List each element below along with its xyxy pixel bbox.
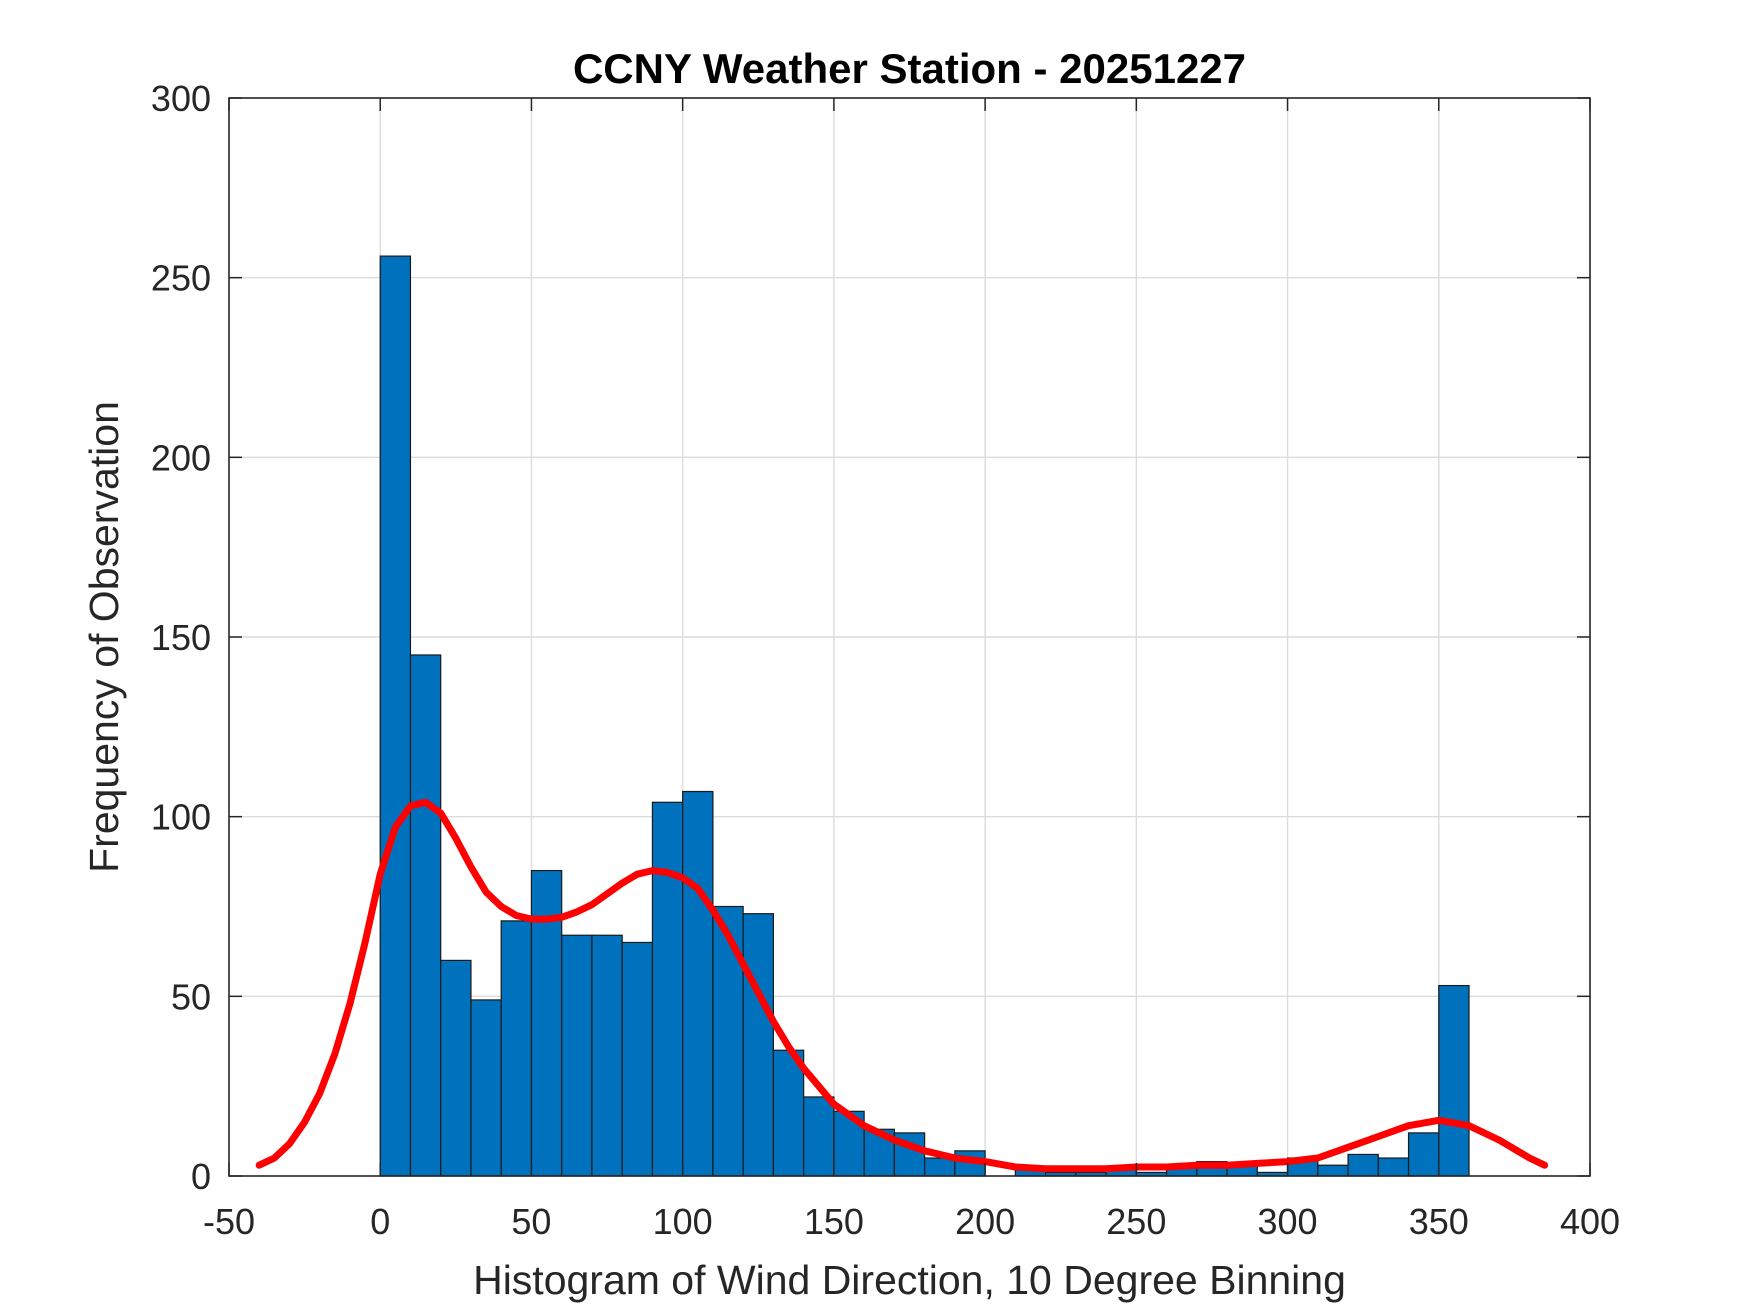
histogram-bar	[440, 959, 472, 1177]
x-tick-label: 400	[1560, 1201, 1620, 1242]
histogram-bar	[651, 801, 684, 1177]
histogram-bar	[1377, 1157, 1410, 1177]
density-curve-layer	[255, 798, 1549, 1173]
x-tick-label: 50	[511, 1201, 551, 1242]
histogram-bar	[924, 1157, 956, 1177]
histogram-bar	[409, 654, 442, 1177]
density-curve-line	[255, 798, 1549, 1173]
y-tick-label: 200	[151, 437, 211, 478]
histogram-bar	[1438, 984, 1470, 1177]
chart-title: CCNY Weather Station - 20251227	[573, 45, 1246, 92]
x-tick-label: 100	[653, 1201, 713, 1242]
x-tick-label: 250	[1106, 1201, 1166, 1242]
x-tick-label: 200	[955, 1201, 1015, 1242]
histogram-bar	[591, 934, 623, 1177]
histogram-bar	[772, 1049, 805, 1177]
x-tick-label: 300	[1258, 1201, 1318, 1242]
y-tick-labels: 0 50 100 150 200 250 300	[151, 78, 211, 1197]
y-tick-label: 50	[171, 976, 211, 1017]
x-tick-label: -50	[203, 1201, 255, 1242]
y-tick-label: 250	[151, 258, 211, 299]
x-tick-label: 150	[804, 1201, 864, 1242]
histogram-bar	[621, 941, 654, 1177]
axis-ticks	[228, 97, 1591, 1177]
x-tick-label: 350	[1409, 1201, 1469, 1242]
histogram-bar	[1407, 1132, 1440, 1177]
histogram-bar	[470, 999, 502, 1177]
histogram-bar	[682, 790, 714, 1177]
y-tick-label: 150	[151, 617, 211, 658]
x-tick-label: 0	[370, 1201, 390, 1242]
y-tick-label: 100	[151, 797, 211, 838]
histogram-bar	[500, 920, 533, 1177]
y-tick-label: 0	[191, 1156, 211, 1197]
y-tick-label: 300	[151, 78, 211, 119]
histogram-bar	[379, 255, 412, 1177]
histogram-bar	[803, 1096, 835, 1177]
histogram-bar	[712, 905, 744, 1177]
histogram-bar	[1347, 1153, 1379, 1177]
x-tick-labels: -50 0 50 100 150 200 250 300 350 400	[203, 1201, 1620, 1242]
x-axis-label: Histogram of Wind Direction, 10 Degree B…	[473, 1257, 1346, 1303]
histogram-bar	[1317, 1164, 1349, 1177]
histogram-bar	[742, 913, 775, 1177]
y-axis-label: Frequency of Observation	[81, 401, 127, 873]
histogram-bars	[379, 255, 1470, 1177]
histogram-bar	[561, 934, 593, 1177]
